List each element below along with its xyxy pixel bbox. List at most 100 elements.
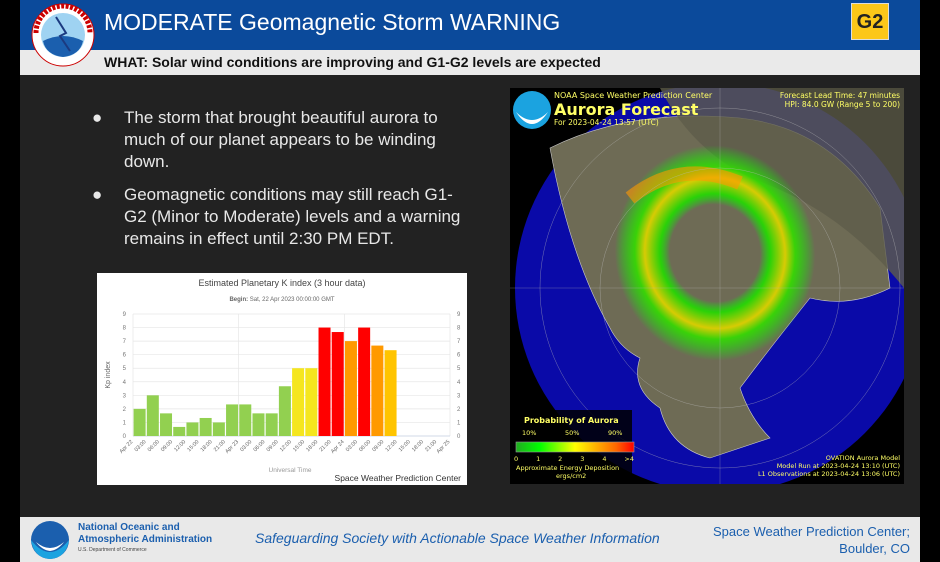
footer: National Oceanic and Atmospheric Administ… — [20, 517, 920, 562]
kp-bar — [331, 332, 344, 436]
slide: MODERATE Geomagnetic Storm WARNING G2 WH… — [20, 0, 920, 562]
x-tick-label: Apr 22 — [119, 439, 135, 455]
y-tick-label-right: 0 — [457, 434, 461, 440]
x-tick-label: 03:00 — [239, 439, 253, 453]
kp-bar — [371, 345, 384, 436]
kp-bar — [199, 417, 212, 436]
kp-bar — [278, 386, 291, 436]
y-tick-label-right: 3 — [457, 393, 461, 399]
aurora-hpi: HPI: 84.0 GW (Range 5 to 200) — [784, 100, 900, 109]
kp-bar — [239, 404, 252, 436]
subtitle-bar: WHAT: Solar wind conditions are improvin… — [20, 50, 920, 75]
legend-pct: 10% — [522, 429, 537, 437]
tagline: Safeguarding Society with Actionable Spa… — [255, 530, 660, 546]
legend-title: Probability of Aurora — [524, 416, 619, 425]
kp-chart-svg: Estimated Planetary K index (3 hour data… — [105, 278, 462, 483]
kp-bar — [160, 413, 173, 436]
y-tick-label-right: 1 — [457, 420, 461, 426]
kp-bar — [252, 413, 265, 436]
x-tick-label: 06:00 — [147, 439, 161, 453]
bullet-item: ● Geomagnetic conditions may still reach … — [88, 184, 468, 250]
chart-subtitle: Begin: Sat, 22 Apr 2023 00:00:00 GMT — [229, 297, 334, 303]
kp-bar — [318, 327, 331, 436]
noaa-logo-icon — [31, 521, 69, 559]
y-tick-label: 2 — [123, 407, 127, 413]
subtitle-label: Begin: — [229, 297, 248, 303]
kp-bar — [265, 413, 278, 436]
subtitle: WHAT: Solar wind conditions are improvin… — [104, 54, 601, 70]
aurora-forecast-map: NOAA Space Weather Prediction Center Aur… — [510, 88, 904, 484]
y-tick-label: 3 — [123, 393, 127, 399]
y-tick-label-right: 4 — [457, 380, 461, 386]
x-tick-label: 12:00 — [173, 439, 187, 453]
kp-bar — [384, 350, 397, 436]
x-tick-label: 09:00 — [371, 439, 385, 453]
kp-bar — [186, 422, 199, 436]
y-tick-label: 0 — [123, 434, 127, 440]
x-tick-label: Apr 23 — [224, 439, 240, 455]
y-tick-label-right: 5 — [457, 366, 461, 372]
l1-observations: L1 Observations at 2023-04-24 13:06 (UTC… — [757, 470, 900, 478]
y-tick-label: 7 — [123, 339, 127, 345]
y-tick-label-right: 2 — [457, 407, 461, 413]
storm-level-badge: G2 — [851, 3, 889, 40]
subtitle-value: Sat, 22 Apr 2023 00:00:00 GMT — [250, 297, 335, 303]
y-tick-label: 5 — [123, 366, 127, 372]
bullet-text: The storm that brought beautiful aurora … — [124, 108, 438, 171]
kp-bar — [173, 426, 186, 436]
x-axis-label: Universal Time — [269, 467, 312, 474]
x-tick-label: Apr 25 — [436, 439, 452, 455]
x-tick-label: Apr 24 — [330, 439, 346, 455]
bullet-icon: ● — [92, 108, 103, 127]
department: U.S. Department of Commerce — [78, 547, 147, 553]
bullet-list: ● The storm that brought beautiful aurora… — [88, 107, 468, 261]
aurora-globe — [510, 88, 904, 484]
kp-bar — [212, 422, 225, 436]
y-tick-label-right: 8 — [457, 326, 461, 332]
x-tick-label: 15:00 — [398, 439, 412, 453]
kp-bar — [133, 408, 146, 436]
kp-bar — [146, 395, 159, 436]
x-tick-label: 06:00 — [253, 439, 267, 453]
y-tick-label-right: 9 — [457, 312, 461, 318]
location: Space Weather Prediction Center; Boulder,… — [712, 524, 910, 556]
nws-logo-icon — [31, 3, 95, 67]
y-tick-label-right: 6 — [457, 353, 461, 359]
kp-bar — [344, 341, 357, 436]
y-tick-label: 4 — [123, 380, 127, 386]
chart-credit: Space Weather Prediction Center — [335, 473, 462, 483]
kp-bar — [292, 368, 305, 436]
noaa-name: National Oceanic and Atmospheric Administ… — [78, 522, 213, 545]
aurora-title: Aurora Forecast — [554, 100, 699, 119]
kp-bar — [358, 327, 371, 436]
kp-bar — [226, 404, 239, 436]
x-tick-label: 12:00 — [279, 439, 293, 453]
y-tick-label: 9 — [123, 312, 127, 318]
bullet-item: ● The storm that brought beautiful aurora… — [88, 107, 468, 173]
x-tick-label: 18:00 — [305, 439, 319, 453]
model-run: Model Run at 2023-04-24 13:10 (UTC) — [776, 462, 900, 470]
x-tick-label: 18:00 — [200, 439, 214, 453]
y-tick-label: 8 — [123, 326, 127, 332]
aurora-for-time: For 2023-04-24 13:57 (UTC) — [554, 118, 659, 127]
x-tick-label: 18:00 — [411, 439, 425, 453]
bullet-text: Geomagnetic conditions may still reach G… — [124, 185, 461, 248]
chart-title: Estimated Planetary K index (3 hour data… — [198, 278, 365, 288]
x-tick-label: 15:00 — [186, 439, 200, 453]
kp-index-chart: Estimated Planetary K index (3 hour data… — [97, 273, 467, 485]
legend-units: ergs/cm2 — [556, 472, 587, 480]
model-name: OVATION Aurora Model — [825, 454, 900, 462]
x-tick-label: 03:00 — [134, 439, 148, 453]
y-tick-label-right: 7 — [457, 339, 461, 345]
legend-pct: 90% — [608, 429, 623, 437]
x-tick-label: 03:00 — [345, 439, 359, 453]
x-tick-label: 09:00 — [160, 439, 174, 453]
aurora-color-scale — [515, 441, 635, 453]
header: MODERATE Geomagnetic Storm WARNING G2 — [20, 0, 920, 50]
kp-bar — [305, 368, 318, 436]
x-tick-label: 06:00 — [358, 439, 372, 453]
aurora-org: NOAA Space Weather Prediction Center — [554, 91, 713, 100]
aurora-lead-time: Forecast Lead Time: 47 minutes — [779, 91, 900, 100]
x-tick-label: 09:00 — [266, 439, 280, 453]
x-tick-label: 12:00 — [385, 439, 399, 453]
